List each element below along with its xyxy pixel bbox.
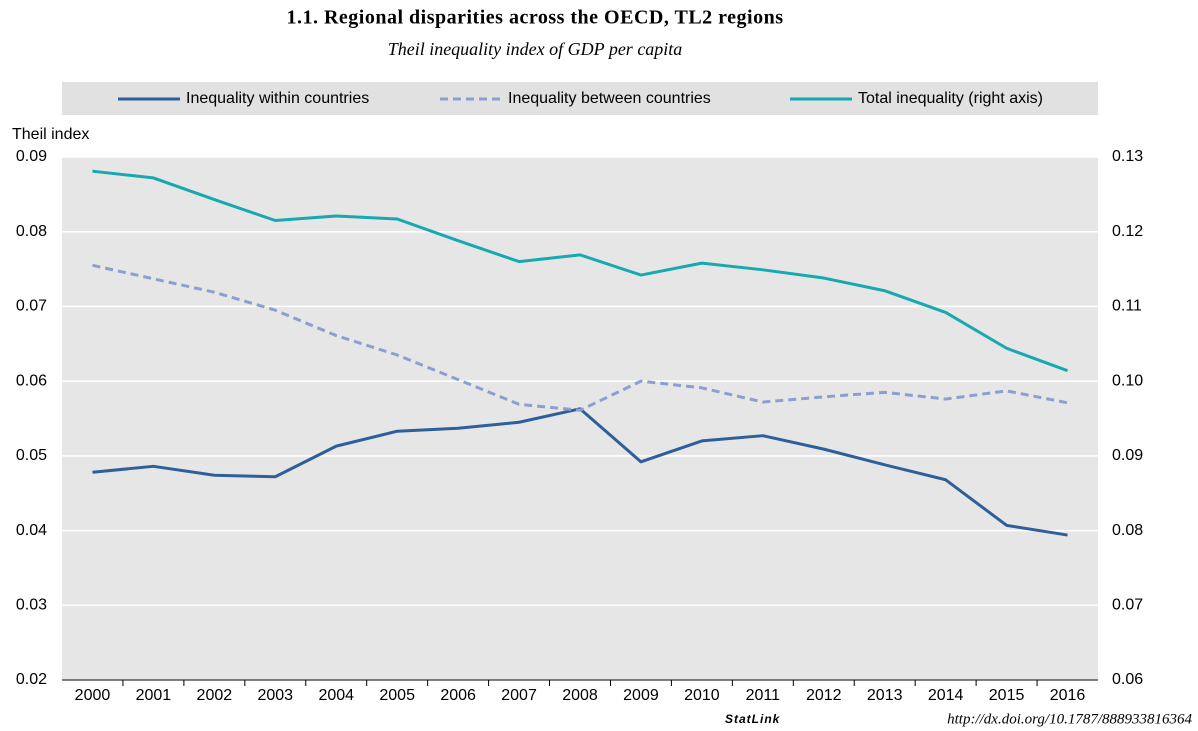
y-tick-label: 0.07 (16, 298, 47, 315)
y-tick-label: 0.13 (1112, 148, 1143, 165)
chart-title: 1.1. Regional disparities across the OEC… (286, 7, 783, 29)
statlink-label: StatLink (725, 712, 781, 726)
source-url: http://dx.doi.org/10.1787/888933816364 (947, 711, 1192, 727)
legend-label: Inequality within countries (186, 90, 369, 107)
legend-label: Inequality between countries (508, 90, 711, 107)
y-tick-label: 0.04 (16, 522, 47, 539)
x-tick-label: 2011 (746, 687, 781, 704)
x-tick-label: 2008 (562, 687, 598, 704)
x-tick-label: 2003 (257, 687, 293, 704)
x-tick-label: 2016 (1050, 687, 1086, 704)
x-tick-label: 2012 (806, 687, 842, 704)
x-tick-label: 2004 (318, 687, 354, 704)
x-tick-label: 2001 (136, 687, 172, 704)
chart-subtitle: Theil inequality index of GDP per capita (388, 39, 683, 59)
y-tick-label: 0.06 (1112, 671, 1143, 688)
y-tick-label: 0.06 (16, 372, 47, 389)
plot-area (62, 157, 1098, 680)
y-tick-label: 0.02 (16, 671, 47, 688)
y-tick-label: 0.10 (1112, 372, 1143, 389)
x-tick-label: 2007 (501, 687, 537, 704)
legend-box (62, 82, 1098, 115)
x-tick-label: 2010 (684, 687, 720, 704)
y-tick-label: 0.11 (1112, 298, 1142, 315)
x-tick-label: 2014 (928, 687, 964, 704)
y-tick-label: 0.08 (1112, 522, 1143, 539)
y-tick-label: 0.05 (16, 447, 47, 464)
x-tick-label: 2013 (867, 687, 903, 704)
y-tick-label: 0.09 (1112, 447, 1143, 464)
y-tick-label: 0.12 (1112, 223, 1143, 240)
y-tick-label: 0.09 (16, 148, 47, 165)
series-line (92, 263, 1068, 412)
x-tick-label: 2000 (75, 687, 111, 704)
x-tick-label: 2002 (197, 687, 233, 704)
x-tick-label: 2009 (623, 687, 659, 704)
y-tick-label: 0.07 (1112, 597, 1143, 614)
y-axis-label: Theil index (12, 126, 89, 143)
series-line (92, 169, 1069, 373)
y-tick-label: 0.08 (16, 223, 47, 240)
y-tick-label: 0.03 (16, 597, 47, 614)
x-tick-label: 2006 (440, 687, 476, 704)
legend-label: Total inequality (right axis) (858, 90, 1043, 107)
x-tick-label: 2015 (989, 687, 1025, 704)
x-tick-label: 2005 (379, 687, 415, 704)
